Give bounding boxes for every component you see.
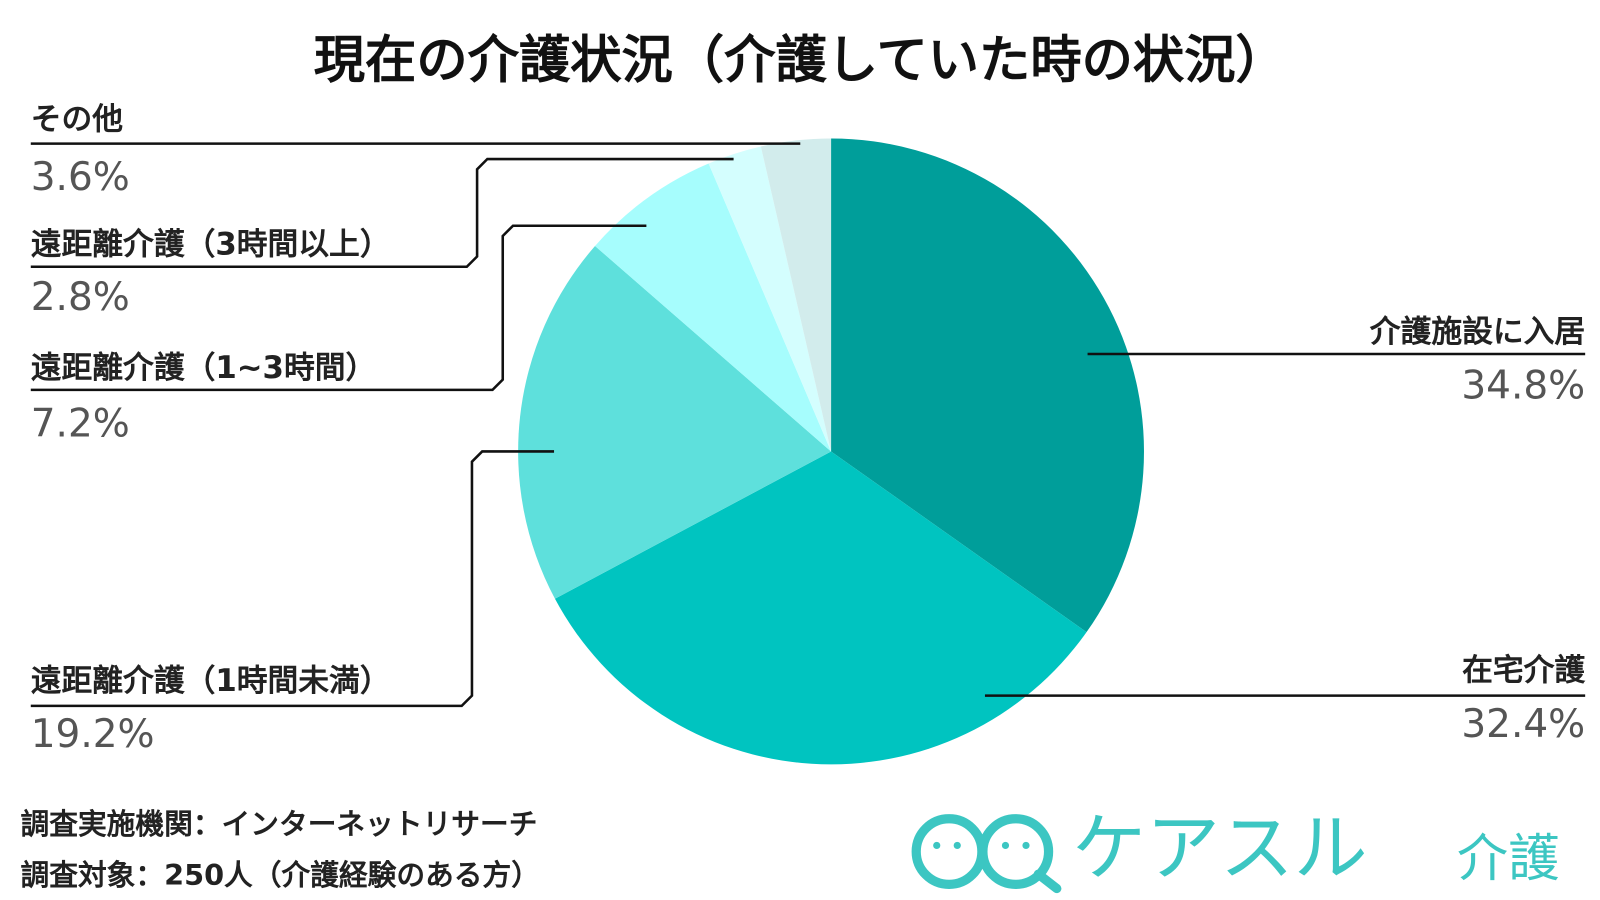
logo-eye bbox=[933, 841, 941, 850]
logo-eye bbox=[1001, 841, 1010, 850]
pie-slice bbox=[760, 138, 832, 452]
pie-slice bbox=[518, 245, 832, 599]
logo-text: ケアスル bbox=[1072, 806, 1367, 892]
pie-slice bbox=[554, 451, 1087, 765]
logo-eye bbox=[1022, 841, 1030, 850]
slice-label: その他 bbox=[31, 102, 124, 138]
logo: ケアスル 介護 bbox=[911, 806, 1560, 894]
value-label: 2.8% bbox=[31, 275, 130, 320]
pie-slice bbox=[831, 138, 1144, 633]
logo-face bbox=[978, 814, 1054, 890]
logo-stroke bbox=[1033, 869, 1062, 894]
logo-text: 介護 bbox=[1457, 829, 1560, 889]
chart-title: 現在の介護状況（介護していた時の状況） bbox=[314, 31, 1287, 91]
leader-line bbox=[30, 450, 555, 708]
leader-line bbox=[30, 224, 647, 392]
slice-label: 遠距離介護（1~3時間） bbox=[31, 350, 376, 386]
pie-slice bbox=[595, 163, 832, 452]
value-label: 7.2% bbox=[31, 401, 130, 446]
leader-line bbox=[30, 157, 734, 269]
slice-label: 遠距離介護（1時間未満） bbox=[31, 663, 391, 699]
value-label: 34.8% bbox=[1461, 363, 1585, 408]
slice-label: 遠距離介護（3時間以上） bbox=[31, 227, 391, 263]
note: 調査対象：250人（介護経験のある方） bbox=[21, 858, 540, 892]
value-label: 32.4% bbox=[1461, 702, 1585, 747]
logo-eye bbox=[953, 841, 961, 850]
note: 調査実施機関：インターネットリサーチ bbox=[21, 807, 538, 841]
slice-label: 在宅介護 bbox=[1462, 653, 1585, 689]
value-label: 19.2% bbox=[31, 712, 155, 757]
logo-face bbox=[911, 814, 987, 890]
value-label: 3.6% bbox=[31, 155, 130, 200]
pie-slice bbox=[708, 146, 832, 452]
slice-label: 介護施設に入居 bbox=[1369, 314, 1585, 350]
